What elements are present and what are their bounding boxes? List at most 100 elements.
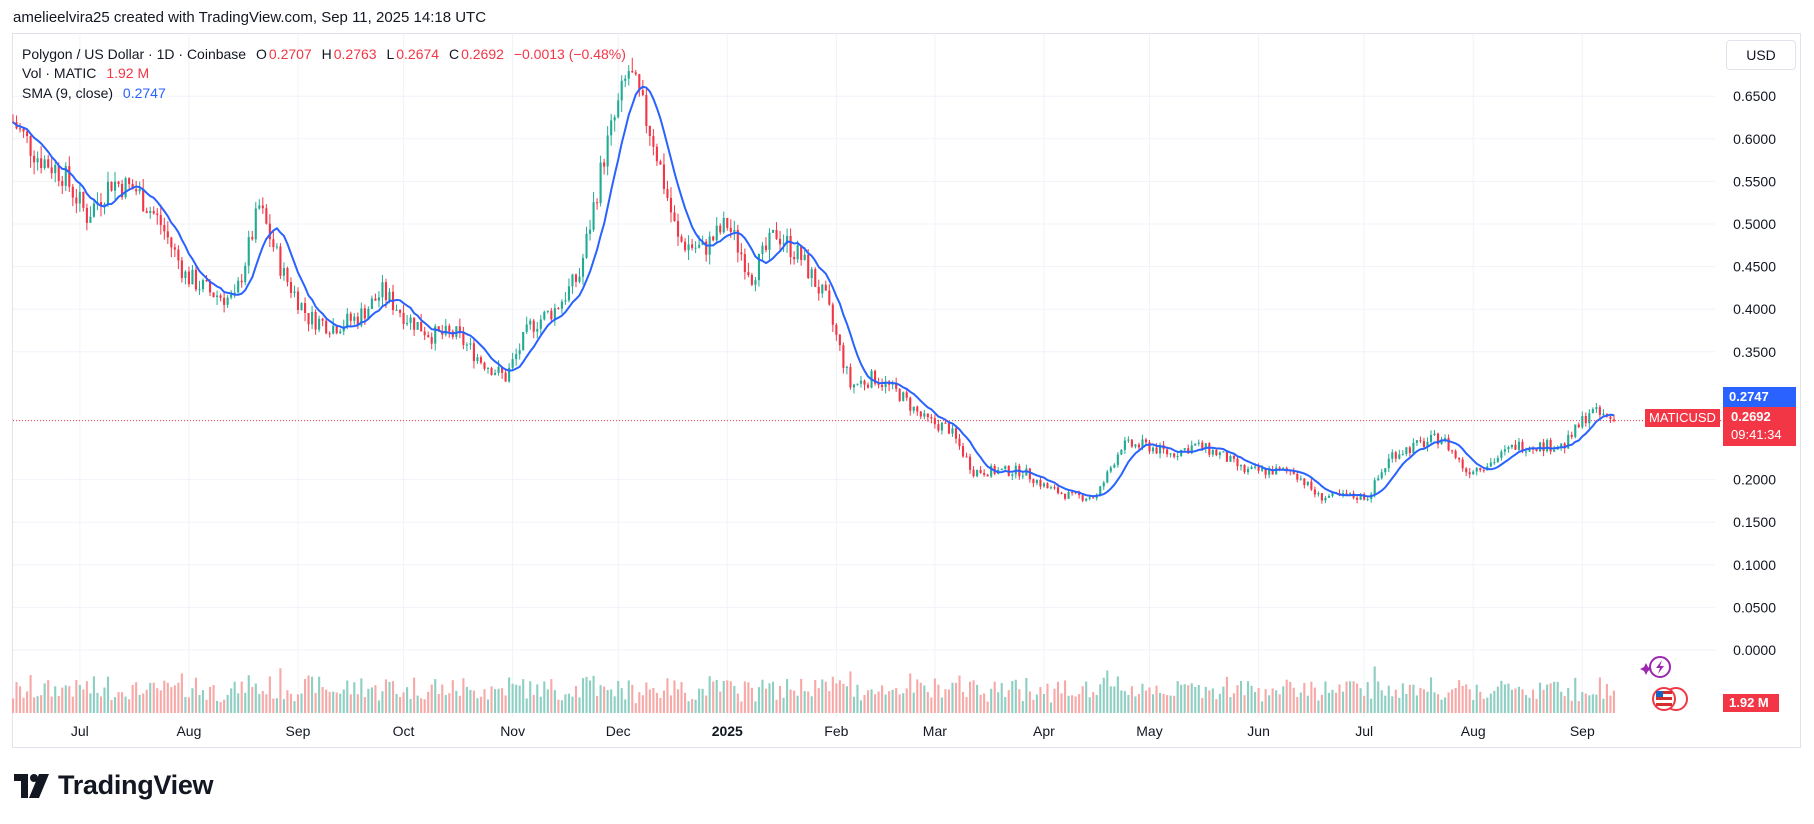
volume-bar [1102,677,1105,713]
volume-bar [92,676,95,713]
x-tick-label: Mar [923,723,947,739]
volume-bar [1299,692,1302,713]
event-icons[interactable] [1636,650,1692,714]
chart-frame [12,33,1801,748]
candle-body [1085,498,1088,501]
volume-bar [191,688,194,713]
candle-body [1236,458,1239,467]
candle-body [1553,449,1556,452]
volume-bar [110,700,113,713]
candle-body [764,245,768,250]
volume-bar [902,693,905,713]
tradingview-logo[interactable]: TradingView [14,770,214,801]
volume-bar [469,689,472,713]
candle-body [1419,440,1422,442]
volume-bar [508,677,511,713]
volume-bar [1130,686,1133,713]
candle-body [261,205,264,209]
candle-body [902,392,905,401]
volume-bar [462,678,465,713]
volume-bar [420,698,423,713]
volume-bar [265,694,268,713]
volume-bar [279,668,282,713]
volume-bar [254,683,257,713]
volume-bar [1356,683,1359,713]
candle-body [1120,449,1123,455]
volume-bar [486,699,490,713]
volume-bar [1510,689,1513,713]
volume-bar [905,688,908,713]
us-flag-icon[interactable] [1652,687,1688,711]
candle-body [884,381,887,388]
candle-body [54,165,57,174]
volume-bar [951,682,954,713]
volume-bar [761,679,764,713]
volume-bar [268,676,271,713]
candle-body [437,326,440,331]
volume-bar [1092,692,1095,713]
volume-bar [694,699,697,713]
candle-body [856,383,859,385]
candle-body [976,470,979,477]
candle-body [1429,435,1433,442]
candle-body [1363,494,1366,500]
volume-bar [1042,694,1046,713]
candle-body [85,207,88,223]
candle-body [1092,497,1095,499]
volume-bar [1039,687,1042,713]
last-price-value: 0.2692 [1731,409,1771,424]
candle-body [406,322,409,325]
currency-button[interactable]: USD [1726,40,1796,70]
candle-body [201,280,205,290]
volume-bar [817,688,820,713]
candle-body [624,78,627,81]
candle-body [110,181,113,191]
candle-body [346,313,349,327]
candle-body [1567,434,1570,449]
candle-body [416,322,419,330]
volume-bar [603,686,606,713]
candle-body [455,326,458,337]
volume-bar [381,691,384,713]
symbol-title[interactable]: Polygon / US Dollar · 1D · Coinbase [22,46,247,62]
candle-body [1521,441,1524,452]
volume-bar [1074,696,1077,713]
candle-body [1303,478,1306,486]
candle-body [61,180,64,186]
volume-bar [1591,694,1594,713]
candle-body [638,74,641,91]
volume-bar [919,682,922,713]
candle-body [1257,466,1260,471]
candle-body [1380,472,1383,479]
candle-body [1187,448,1190,454]
candle-body [669,197,673,213]
candle-body [1071,492,1074,494]
sma-label[interactable]: SMA (9, close) [22,85,114,101]
volume-bar [430,684,433,713]
candle-body [469,343,472,345]
candle-body [567,286,570,301]
volume-bar [1570,700,1573,713]
candle-body [247,236,250,266]
lightning-icon[interactable] [1640,656,1671,678]
candle-body [113,181,117,191]
volume-bar [793,690,796,713]
open-value: 0.2707 [268,46,312,62]
volume-bar [821,679,824,713]
volume-bar [1014,679,1017,713]
candle-body [807,254,810,279]
candle-body [303,303,307,314]
volume-bar [863,695,866,713]
candle-body [754,280,757,285]
volume-label[interactable]: Vol · MATIC [22,65,97,81]
candle-body [592,202,595,230]
candle-body [515,354,518,360]
volume-bar [1264,689,1267,713]
volume-bar [1053,688,1056,713]
volume-bar [1246,681,1250,713]
candle-body [1261,468,1264,471]
volume-bar [1064,680,1067,713]
volume-bar [719,691,722,713]
volume-bar [1373,666,1376,713]
